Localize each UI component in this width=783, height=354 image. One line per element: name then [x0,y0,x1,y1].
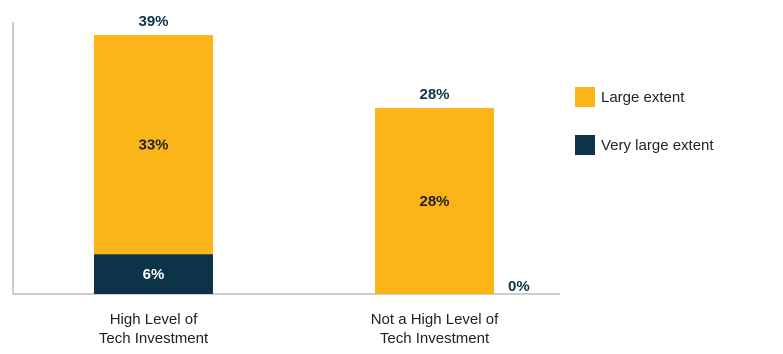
data-label-large-extent-2: 28% [419,193,449,210]
x-tick-label-2-line-1: Not a High Level of [371,311,499,328]
bars-group [94,35,494,294]
bar-very-large-extent-1 [94,254,213,294]
x-tick-label-1-line-2: Tech Investment [99,330,209,347]
data-label-very-large-extent-2: 0% [508,278,530,295]
total-label-2: 28% [419,86,449,103]
legend-label-very-large-extent: Very large extent [601,137,714,154]
legend-swatch-very-large-extent [575,135,595,155]
data-label-very-large-extent-1: 6% [143,266,165,283]
bar-large-extent-1 [94,35,213,255]
bar-large-extent-2 [375,108,494,294]
legend-label-large-extent: Large extent [601,89,685,106]
labels-group: 6% 33% 39% High Level of Tech Investment 0% 28… [99,13,530,347]
legend-swatch-large-extent [575,87,595,107]
x-tick-label-1-line-1: High Level of [110,311,198,328]
data-label-large-extent-1: 33% [138,137,168,154]
total-label-1: 39% [138,13,168,30]
legend: Large extent Very large extent [575,87,714,155]
x-tick-label-2-line-2: Tech Investment [380,330,490,347]
